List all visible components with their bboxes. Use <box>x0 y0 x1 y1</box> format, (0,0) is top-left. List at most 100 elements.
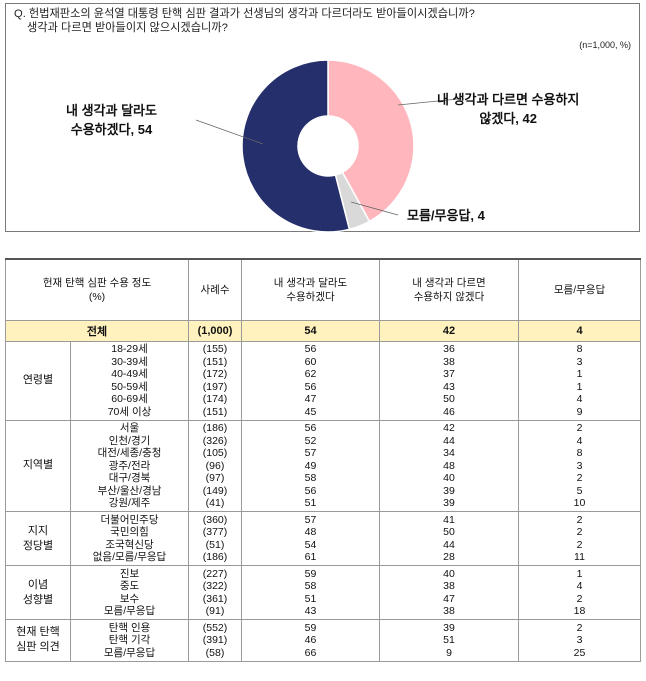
cell-reject: 37 <box>443 368 455 380</box>
cell-reject: 50 <box>443 393 455 405</box>
group-accept-cell: 56 60 62 56 47 45 <box>241 340 380 421</box>
cell-dk: 4 <box>576 434 583 447</box>
header-accept-line-2: 수용하겠다 <box>286 290 335 303</box>
unit-note: (n=1,000, %) <box>579 40 631 50</box>
cell-n: (391) <box>202 634 228 646</box>
cell-sub: 국민의힘 <box>110 526 149 538</box>
cell-accept: 43 <box>304 605 317 617</box>
question-text: Q. 헌법재판소의 윤석열 대통령 탄핵 심판 결과가 선생님의 생각과 다르더… <box>14 7 475 35</box>
group-name-line: 연령별 <box>22 374 54 386</box>
group-sub-cell: 18-29세 30-39세 40-49세 50-59세 60-69세 70세 이상 <box>70 340 189 421</box>
cell-accept: 54 <box>304 538 317 551</box>
cell-dk: 2 <box>576 422 583 434</box>
header-dk: 모름/무응답 <box>518 258 641 321</box>
group-dk-cell: 2 3 25 <box>518 619 641 662</box>
cell-dk: 1 <box>576 380 583 393</box>
cell-n: (552) <box>202 621 228 634</box>
cell-n: (105) <box>202 447 228 459</box>
cell-dk: 3 <box>576 634 583 646</box>
group-row: 연령별 18-29세 30-39세 40-49세 50-59세 60-69세 70세 이상 (… <box>5 340 641 421</box>
cell-accept: 59 <box>304 621 317 634</box>
cell-reject: 9 <box>446 646 452 659</box>
cell-n: (377) <box>202 526 228 538</box>
cell-reject: 47 <box>443 592 455 605</box>
cell-reject: 43 <box>443 380 455 393</box>
cell-reject: 28 <box>443 551 455 563</box>
group-name-line: 이념 <box>27 578 49 591</box>
cell-accept: 51 <box>304 497 317 509</box>
cell-sub: 40-49세 <box>111 368 148 380</box>
total-label: 전체 <box>5 319 189 342</box>
cell-n: (360) <box>202 513 228 526</box>
cell-n: (96) <box>205 459 225 472</box>
cell-reject: 42 <box>443 422 455 434</box>
slice-label-accept: 내 생각과 달라도 수용하겠다, 54 <box>66 101 157 139</box>
cell-reject: 38 <box>443 580 455 592</box>
group-name-cell: 연령별 <box>5 340 71 421</box>
cell-reject: 41 <box>443 513 455 526</box>
cell-sub: 광주/전라 <box>108 459 151 472</box>
group-sub-cell: 탄핵 인용 탄핵 기각 모름/무응답 <box>70 619 189 662</box>
cell-sub: 강원/제주 <box>108 497 151 509</box>
header-accept-line-1: 내 생각과 달라도 <box>273 276 348 289</box>
cell-sub: 서울 <box>119 422 140 434</box>
group-dk-cell: 2 4 8 3 2 5 10 <box>518 419 641 512</box>
cell-reject: 39 <box>443 484 455 497</box>
cell-accept: 56 <box>304 380 317 393</box>
cell-dk: 9 <box>576 405 583 418</box>
cell-dk: 2 <box>576 472 583 484</box>
cell-reject: 38 <box>443 355 455 368</box>
cell-dk: 4 <box>576 393 583 405</box>
cell-reject: 39 <box>443 497 455 509</box>
group-reject-cell: 41 50 44 28 <box>379 511 519 566</box>
cell-dk: 3 <box>576 459 583 472</box>
cell-sub: 더불어민주당 <box>100 513 159 526</box>
header-reject: 내 생각과 다르면 수용하지 않겠다 <box>379 258 519 321</box>
group-name-line: 지역별 <box>22 459 54 472</box>
cell-dk: 18 <box>573 605 586 617</box>
cell-n: (155) <box>202 343 228 355</box>
cell-accept: 57 <box>304 447 317 459</box>
cell-dk: 8 <box>576 447 583 459</box>
group-row: 지역별 서울 인천/경기 대전/세종/충청 광주/전라 대구/경북 부산/울산/경남 강원/제… <box>5 419 641 512</box>
header-reject-line-2: 수용하지 않겠다 <box>413 290 485 303</box>
group-n-cell: (155) (151) (172) (197) (174) (151) <box>188 340 242 421</box>
cell-accept: 46 <box>304 634 317 646</box>
cell-n: (91) <box>205 605 225 617</box>
cell-n: (149) <box>202 484 228 497</box>
slice-label-accept-line-1: 내 생각과 달라도 <box>66 103 157 118</box>
cell-sub: 탄핵 기각 <box>108 634 151 646</box>
group-row: 이념 성향별 진보 중도 보수 모름/무응답 (227) (322) (361) (91) 59 58… <box>5 565 641 620</box>
group-n-cell: (186) (326) (105) (96) (97) (149) (41) <box>188 419 242 512</box>
group-reject-cell: 42 44 34 48 40 39 39 <box>379 419 519 512</box>
slice-label-accept-line-2: 수용하겠다, 54 <box>70 122 153 137</box>
header-category: 헌재 탄핵 심판 수용 정도 (%) <box>5 258 189 321</box>
cell-accept: 51 <box>304 592 317 605</box>
crosstab-table: 헌재 탄핵 심판 수용 정도 (%) 사례수 내 생각과 달라도 수용하겠다 내… <box>5 258 641 678</box>
cell-n: (151) <box>202 405 228 418</box>
group-name-line: 심판 의견 <box>16 641 60 654</box>
cell-dk: 3 <box>576 355 583 368</box>
cell-dk: 4 <box>576 580 583 592</box>
cell-sub: 30-39세 <box>111 355 148 368</box>
cell-sub: 중도 <box>119 580 140 592</box>
cell-n: (197) <box>202 380 228 393</box>
slice-label-reject: 내 생각과 다르면 수용하지 않겠다, 42 <box>437 90 579 128</box>
header-accept: 내 생각과 달라도 수용하겠다 <box>241 258 380 321</box>
cell-n: (322) <box>202 580 228 592</box>
group-sub-cell: 진보 중도 보수 모름/무응답 <box>70 565 189 620</box>
group-sub-cell: 서울 인천/경기 대전/세종/충청 광주/전라 대구/경북 부산/울산/경남 강원/제주 <box>70 419 189 512</box>
cell-n: (172) <box>202 368 228 380</box>
cell-reject: 40 <box>443 472 455 484</box>
group-reject-cell: 39 51 9 <box>379 619 519 662</box>
cell-n: (97) <box>205 472 225 484</box>
cell-reject: 38 <box>443 605 455 617</box>
group-accept-cell: 57 48 54 61 <box>241 511 380 566</box>
cell-sub: 조국혁신당 <box>105 538 154 551</box>
cell-accept: 60 <box>304 355 317 368</box>
cell-n: (51) <box>205 538 225 551</box>
group-accept-cell: 59 46 66 <box>241 619 380 662</box>
cell-n: (326) <box>202 434 228 447</box>
question-line-1: Q. 헌법재판소의 윤석열 대통령 탄핵 심판 결과가 선생님의 생각과 다르더… <box>14 8 475 20</box>
